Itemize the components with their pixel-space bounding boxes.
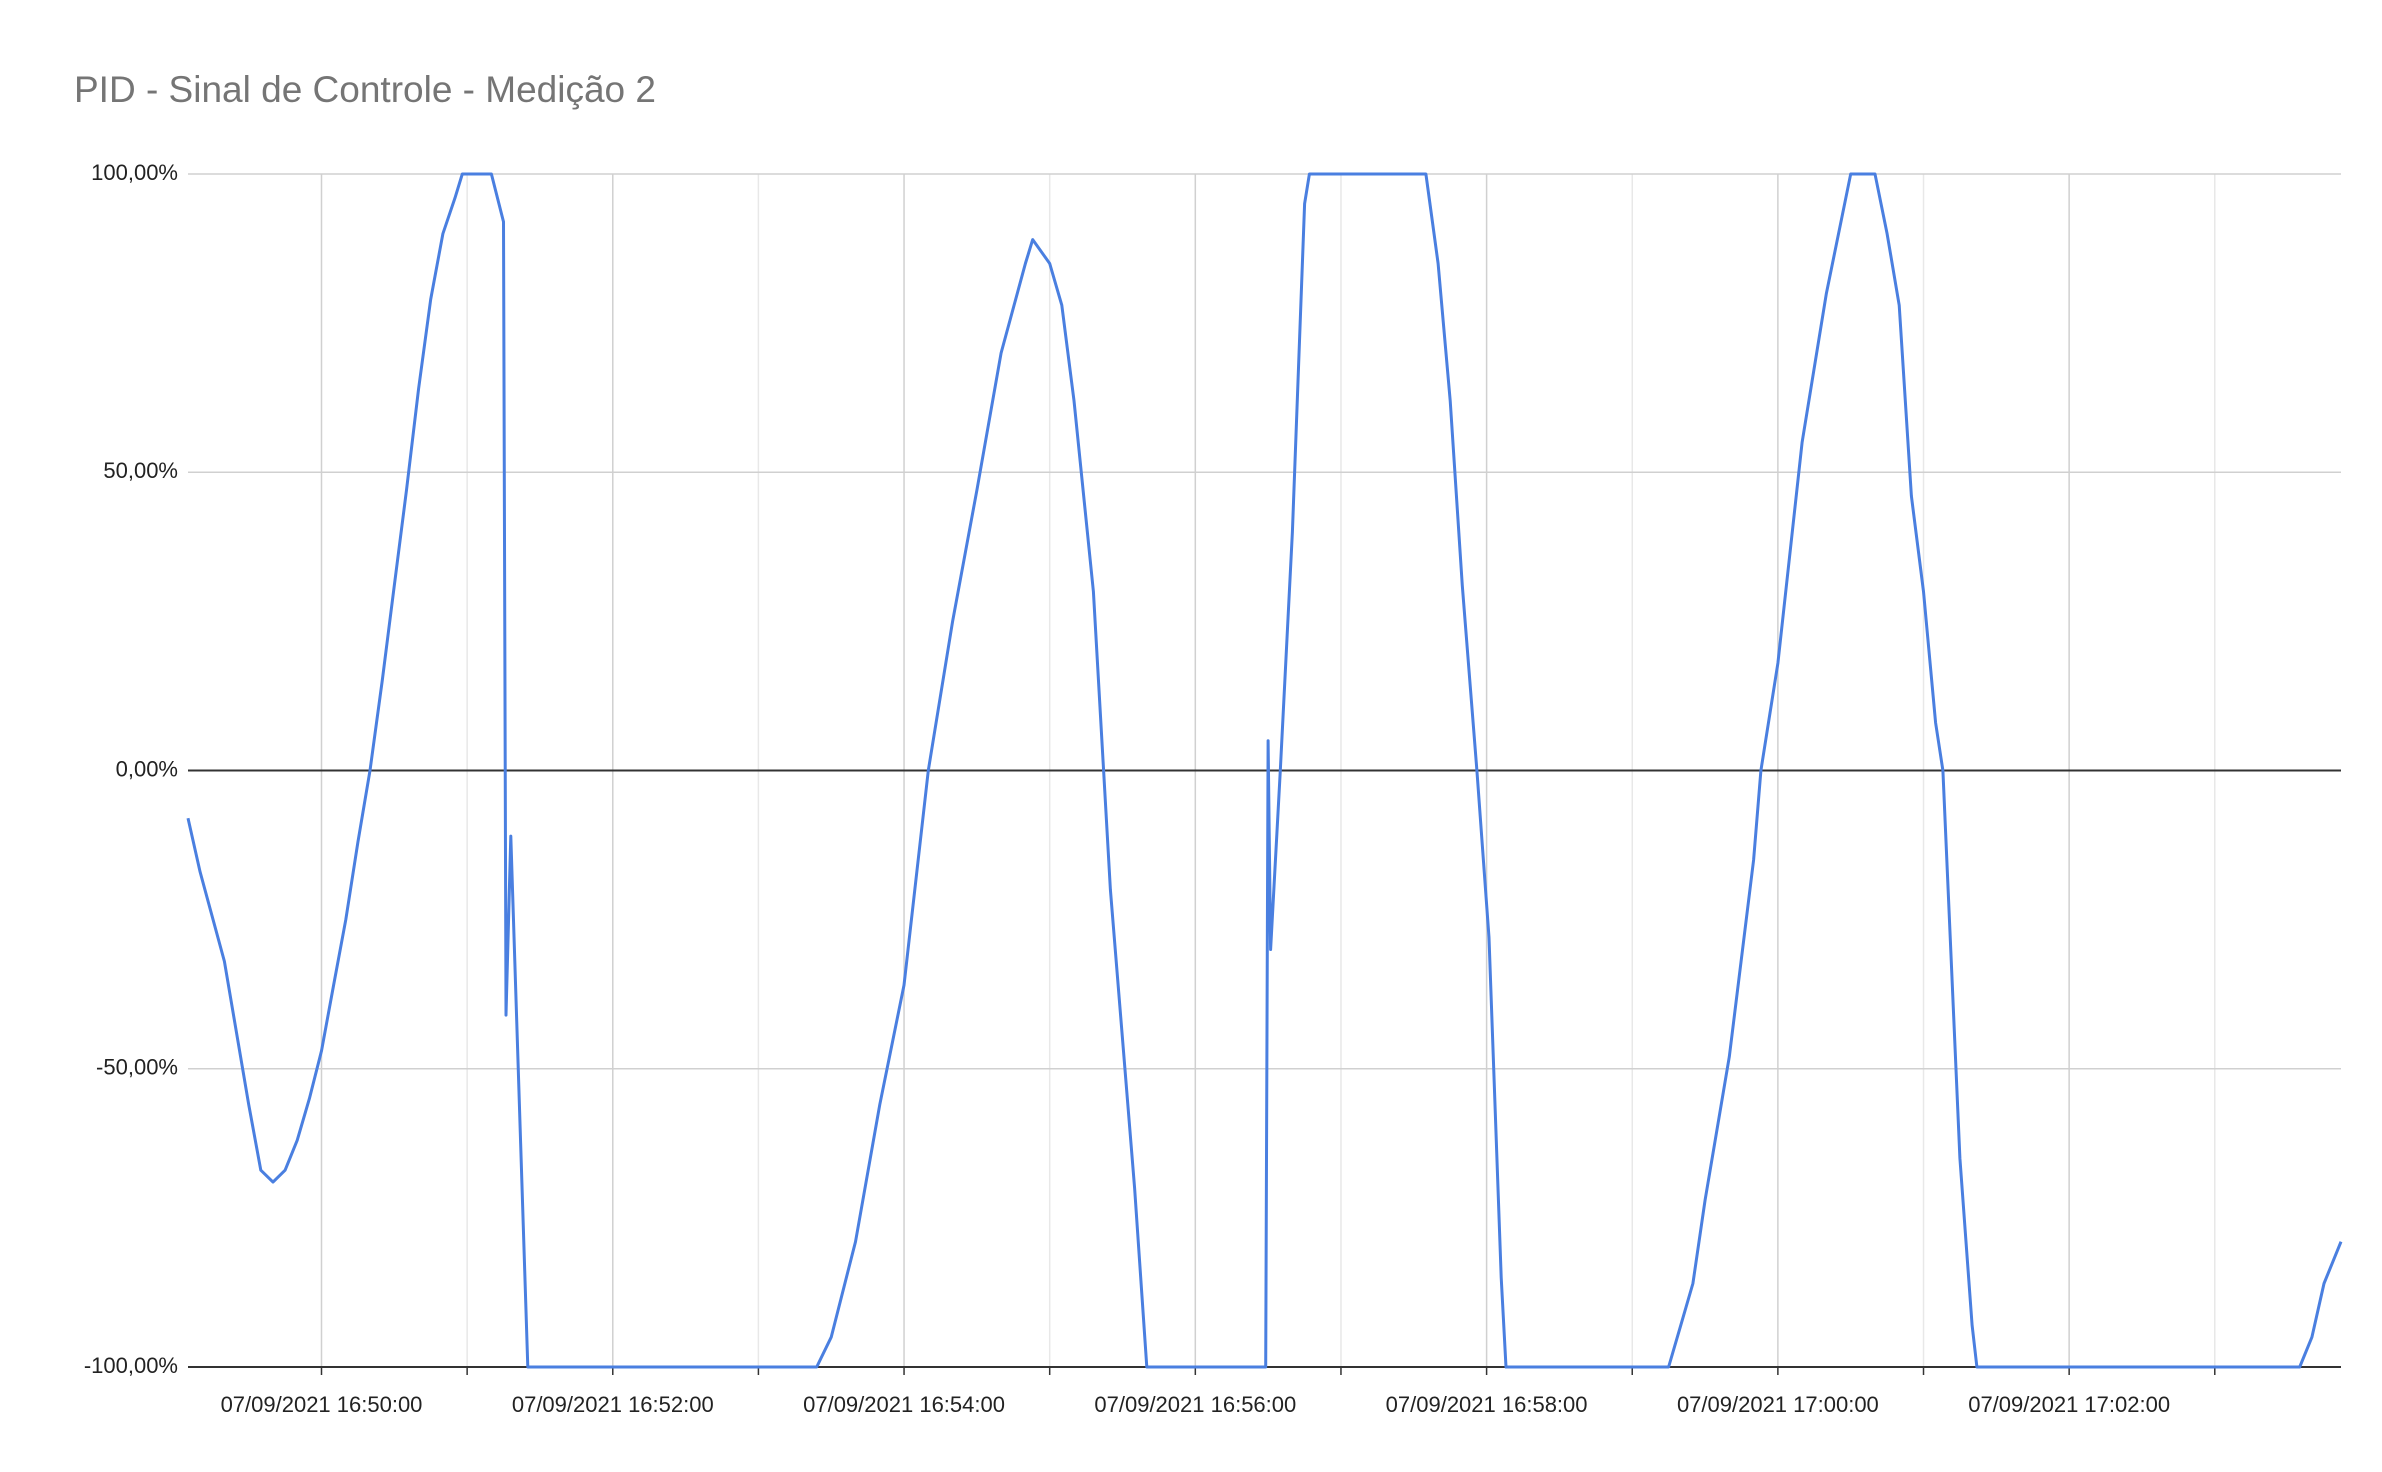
x-tick-label: 07/09/2021 16:52:00 bbox=[512, 1392, 714, 1417]
y-tick-label: 100,00% bbox=[91, 160, 178, 185]
x-tick-label: 07/09/2021 17:02:00 bbox=[1968, 1392, 2170, 1417]
x-tick-label: 07/09/2021 16:58:00 bbox=[1386, 1392, 1588, 1417]
y-tick-label: -50,00% bbox=[96, 1055, 178, 1080]
x-tick-label: 07/09/2021 17:00:00 bbox=[1677, 1392, 1879, 1417]
x-tick-label: 07/09/2021 16:56:00 bbox=[1094, 1392, 1296, 1417]
data-line bbox=[186, 172, 2343, 1369]
y-tick-label: 0,00% bbox=[116, 756, 178, 781]
chart-title: PID - Sinal de Controle - Medição 2 bbox=[74, 69, 656, 110]
y-tick-label: 50,00% bbox=[103, 458, 178, 483]
y-tick-label: -100,00% bbox=[84, 1353, 178, 1378]
x-tick-label: 07/09/2021 16:50:00 bbox=[221, 1392, 423, 1417]
x-tick-label: 07/09/2021 16:54:00 bbox=[803, 1392, 1005, 1417]
